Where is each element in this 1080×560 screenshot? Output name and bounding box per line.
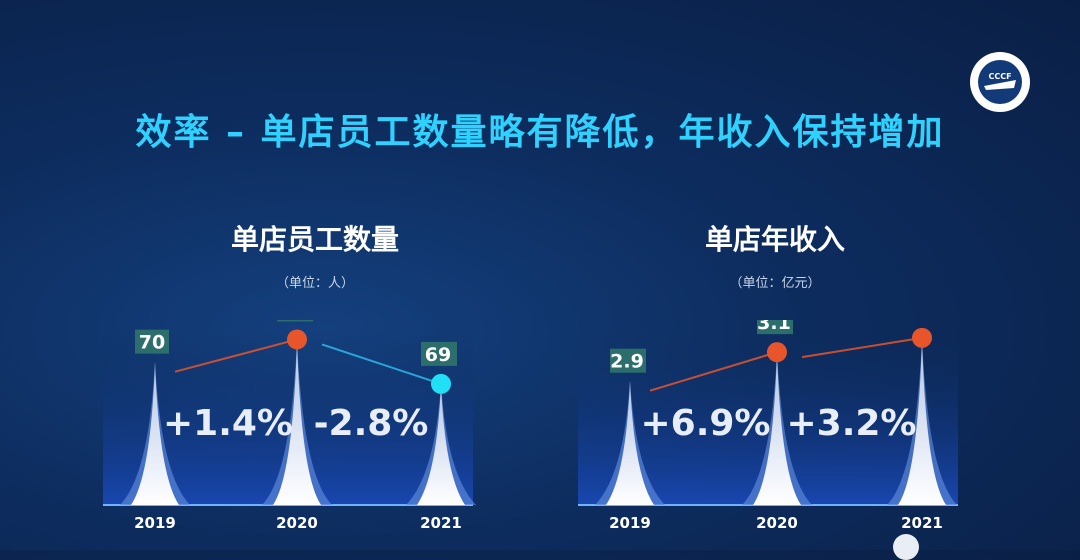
trend-line xyxy=(321,343,442,385)
x-tick-label: 2021 xyxy=(420,514,462,532)
x-tick-label: 2019 xyxy=(134,514,176,532)
data-point xyxy=(912,327,932,348)
value-label: 70 xyxy=(139,332,165,354)
change-label: +3.2% xyxy=(786,403,916,444)
change-label: +6.9% xyxy=(640,403,770,444)
svg-text:CCCF: CCCF xyxy=(988,72,1011,81)
data-point xyxy=(767,342,787,363)
value-label: 71 xyxy=(281,320,307,321)
value-label: 3.1 xyxy=(757,320,791,334)
value-label-box xyxy=(135,329,169,354)
x-tick-label: 2019 xyxy=(609,514,651,532)
trend-line xyxy=(801,336,923,359)
data-point xyxy=(431,373,451,394)
watermark-avatar xyxy=(893,534,919,560)
x-tick-label: 2020 xyxy=(756,514,798,532)
x-tick-label: 2020 xyxy=(276,514,318,532)
data-spike xyxy=(606,380,654,505)
staff-chart: 70 2019 71 2020 69 2021 +1.4% -2.8% xyxy=(103,320,476,532)
value-label-box xyxy=(277,320,313,322)
trend-line xyxy=(649,351,778,392)
value-label: 69 xyxy=(425,344,451,366)
data-point xyxy=(287,329,307,350)
change-label: +1.4% xyxy=(163,403,293,444)
chart-unit-staff: （单位：人） xyxy=(275,276,354,291)
data-spike xyxy=(131,361,179,505)
association-logo: CCCF xyxy=(970,52,1030,112)
value-label: 2.9 xyxy=(610,351,644,373)
chart-title-revenue: 单店年收入 xyxy=(704,223,845,256)
change-label: -2.8% xyxy=(314,403,429,444)
value-label-box xyxy=(610,348,646,373)
data-spike xyxy=(753,352,801,505)
data-spike xyxy=(898,337,946,505)
value-label-box xyxy=(421,341,457,366)
data-spike xyxy=(417,383,465,505)
x-tick-label: 2021 xyxy=(901,514,943,532)
chart-title-staff: 单店员工数量 xyxy=(230,223,399,256)
data-spike xyxy=(273,339,321,505)
value-label-box xyxy=(757,320,793,335)
chart-unit-revenue: （单位：亿元） xyxy=(729,276,821,291)
trend-line xyxy=(174,338,298,373)
slide-title: 效率 – 单店员工数量略有降低，年收入保持增加 xyxy=(135,112,945,153)
